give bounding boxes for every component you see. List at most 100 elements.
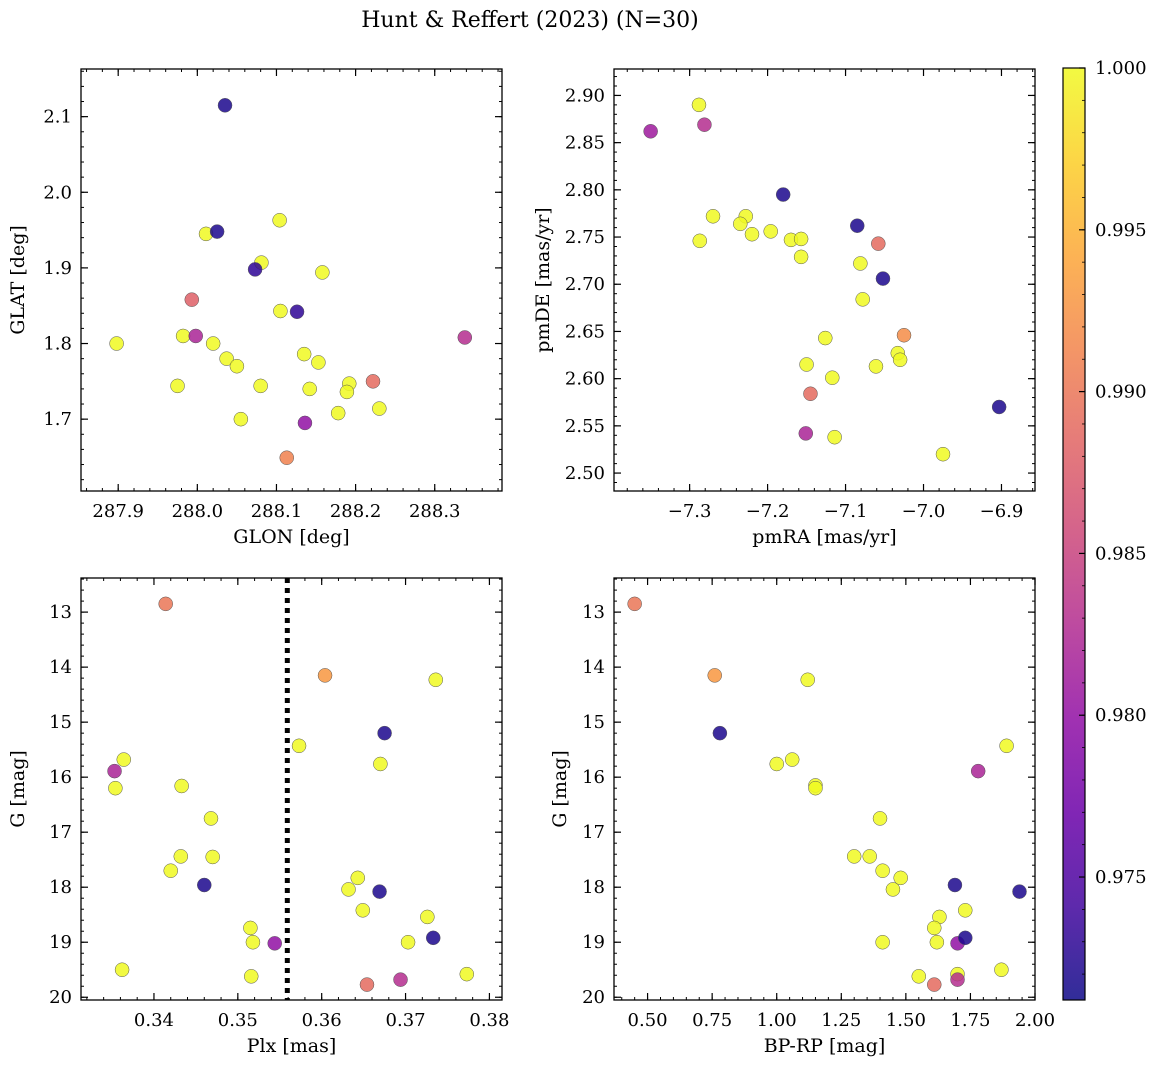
y-tick-label: 1.9 <box>43 258 72 279</box>
data-point <box>875 934 890 950</box>
x-tick-label: 1.00 <box>757 1010 797 1031</box>
data-point <box>459 966 475 982</box>
y-tick-label: 2.75 <box>565 227 605 248</box>
data-point <box>297 415 313 431</box>
y-tick-label: 16 <box>582 767 605 788</box>
y-tick-label: 2.70 <box>565 274 605 295</box>
data-point <box>184 292 200 307</box>
x-axis-label: Plx [mas] <box>247 1035 337 1057</box>
data-point <box>935 446 951 462</box>
y-tick-label: 14 <box>582 657 605 678</box>
colorbar: 1.000 0.995 0.990 0.985 0.980 0.975 <box>1062 58 1147 1001</box>
x-tick-label: 2.00 <box>1015 1010 1055 1031</box>
data-point <box>372 401 387 416</box>
data-point <box>175 328 191 344</box>
y-tick-label: 2.60 <box>565 369 605 390</box>
data-point <box>393 972 408 987</box>
colorbar-tick-label: 0.995 <box>1095 220 1147 241</box>
x-tick-label: 287.9 <box>92 501 144 522</box>
colorbar-tick-label: 0.990 <box>1095 382 1147 403</box>
colorbar-tick-label: 0.980 <box>1095 705 1147 726</box>
data-point <box>707 668 722 683</box>
data-point <box>970 763 986 779</box>
y-tick-label: 20 <box>49 987 72 1008</box>
x-tick-label: 0.36 <box>302 1010 342 1031</box>
data-point <box>217 98 233 113</box>
y-tick-label: 1.8 <box>43 334 72 355</box>
x-tick-label: 0.37 <box>386 1010 426 1031</box>
data-point <box>896 327 912 343</box>
colorbar-gradient <box>1063 68 1085 1000</box>
data-point <box>893 870 908 886</box>
data-point <box>798 426 814 441</box>
data-point <box>763 224 778 239</box>
data-point <box>744 226 760 242</box>
x-tick-label: 1.25 <box>821 1010 861 1031</box>
y-tick-label: 2.90 <box>565 85 605 106</box>
data-point <box>253 378 268 394</box>
data-point <box>775 187 791 202</box>
data-point <box>272 213 287 228</box>
data-point <box>377 725 392 741</box>
y-tick-label: 2.0 <box>43 182 72 203</box>
x-tick-label: 1.75 <box>950 1010 990 1031</box>
x-axis-label: pmRA [mas/yr] <box>752 526 896 548</box>
y-tick-label: 19 <box>582 932 605 953</box>
y-tick-label: 13 <box>49 602 72 623</box>
data-point <box>107 763 122 779</box>
data-point <box>855 292 870 307</box>
data-point <box>871 236 886 251</box>
x-tick-label: −7.2 <box>746 501 790 522</box>
data-point <box>289 304 305 320</box>
y-tick-label: 18 <box>49 877 72 898</box>
x-axis-label: GLON [deg] <box>233 526 349 548</box>
colorbar-tick-label: 0.985 <box>1095 543 1147 564</box>
figure-title: Hunt & Reffert (2023) (N=30) <box>361 8 699 33</box>
data-point <box>315 265 330 280</box>
x-tick-label: 1.50 <box>886 1010 926 1031</box>
data-point <box>365 374 381 389</box>
data-point <box>868 359 884 374</box>
colorbar-tick-label: 1.000 <box>1095 58 1147 79</box>
data-point <box>929 934 945 950</box>
data-point <box>927 977 942 992</box>
y-tick-label: 17 <box>49 822 72 843</box>
x-axis-label: BP-RP [mag] <box>764 1035 886 1057</box>
data-point <box>233 411 249 427</box>
data-point <box>697 117 712 132</box>
colorbar-frame <box>1062 67 1086 1001</box>
data-point <box>994 962 1009 977</box>
data-point <box>247 262 263 277</box>
data-point <box>359 977 375 992</box>
data-point <box>784 752 800 767</box>
data-point <box>827 429 842 445</box>
x-tick-label: −7.1 <box>824 501 868 522</box>
data-point <box>818 330 833 346</box>
data-point <box>853 256 868 271</box>
data-point <box>243 969 259 984</box>
data-point <box>219 351 234 366</box>
data-point <box>174 778 189 794</box>
data-point <box>205 336 221 351</box>
data-point <box>892 352 908 368</box>
y-tick-label: 16 <box>49 767 72 788</box>
y-tick-label: 17 <box>582 822 605 843</box>
data-point <box>793 249 809 265</box>
x-tick-label: 0.38 <box>469 1010 509 1031</box>
data-point <box>793 231 809 247</box>
x-tick-label: 288.2 <box>330 501 382 522</box>
data-point <box>799 357 814 372</box>
data-point <box>170 378 185 394</box>
data-point <box>291 738 307 754</box>
data-point <box>733 216 748 232</box>
y-axis-label: GLAT [deg] <box>7 225 29 335</box>
data-point <box>825 370 840 385</box>
data-point <box>425 930 441 946</box>
data-point <box>302 381 317 397</box>
y-tick-label: 2.55 <box>565 416 605 437</box>
y-tick-label: 2.80 <box>565 180 605 201</box>
data-point <box>769 756 784 772</box>
y-tick-label: 2.1 <box>43 107 72 128</box>
data-point <box>947 877 963 893</box>
